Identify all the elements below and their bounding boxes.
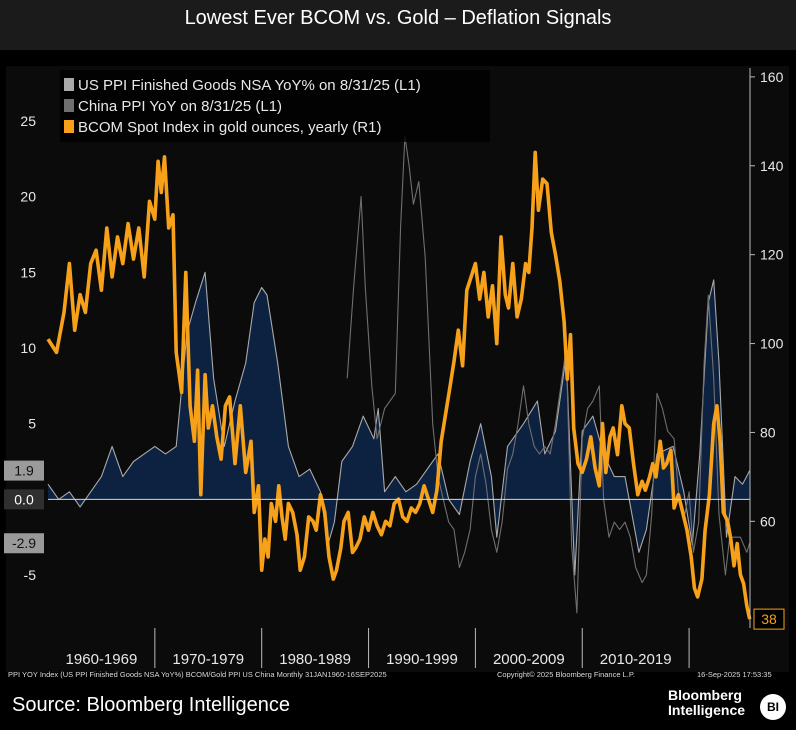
value-tag-label: -2.9 bbox=[12, 535, 36, 551]
legend-swatch bbox=[64, 78, 74, 91]
footer-meta: PPI YOY Index (US PPI Finished Goods NSA… bbox=[8, 670, 387, 679]
series-line-2 bbox=[46, 150, 752, 620]
right-tick-label: 120 bbox=[760, 247, 784, 263]
left-tick-label: 20 bbox=[20, 189, 36, 205]
right-tick-label: 80 bbox=[760, 424, 776, 440]
legend-box bbox=[60, 70, 490, 142]
brand-logo: Bloomberg Intelligence bbox=[668, 688, 745, 718]
brand-line2: Intelligence bbox=[668, 702, 746, 718]
x-tick-label: 1990-1999 bbox=[386, 651, 458, 668]
value-tag-box bbox=[4, 533, 44, 554]
brand-line1: Bloomberg bbox=[668, 687, 742, 703]
left-tick-label: 10 bbox=[20, 340, 36, 356]
source-label: Source: Bloomberg Intelligence bbox=[12, 694, 290, 716]
right-tick-label: 140 bbox=[760, 158, 784, 174]
legend-swatch bbox=[64, 120, 74, 133]
legend-label: China PPI YoY on 8/31/25 (L1) bbox=[78, 98, 282, 115]
value-tag-label: 38 bbox=[761, 611, 777, 627]
value-tags: 1.9 0.0 -2.9 38 bbox=[4, 460, 785, 630]
left-tick-label: -5 bbox=[24, 567, 37, 583]
x-tick-label: 1970-1979 bbox=[172, 651, 244, 668]
right-tick-label: 60 bbox=[760, 513, 776, 529]
page-title: Lowest Ever BCOM vs. Gold – Deflation Si… bbox=[0, 0, 796, 50]
legend-label: US PPI Finished Goods NSA YoY% on 8/31/2… bbox=[78, 77, 421, 94]
legend-label: BCOM Spot Index in gold ounces, yearly (… bbox=[78, 119, 381, 136]
x-tick-label: 2000-2009 bbox=[493, 651, 565, 668]
value-tag-label: 1.9 bbox=[14, 463, 34, 479]
axes: -5 5 10 15 20 25 60 80 100 120 140 160 1960-1969 1970… bbox=[20, 68, 784, 668]
left-tick-label: 25 bbox=[20, 113, 36, 129]
left-tick-label: 15 bbox=[20, 264, 36, 280]
legend-swatch bbox=[64, 99, 74, 112]
series-line-0 bbox=[47, 271, 751, 576]
x-tick-label: 1960-1969 bbox=[66, 651, 138, 668]
right-tick-label: 100 bbox=[760, 336, 784, 352]
value-tag-box bbox=[4, 460, 44, 481]
left-tick-label: 5 bbox=[28, 416, 36, 432]
right-tick-label: 160 bbox=[760, 69, 784, 85]
footer-timestamp: 16-Sep-2025 17:53:35 bbox=[697, 670, 772, 679]
x-tick-label: 1980-1989 bbox=[279, 651, 351, 668]
x-tick-label: 2010-2019 bbox=[600, 651, 672, 668]
value-tag-box bbox=[4, 489, 44, 510]
chart-frame bbox=[6, 66, 789, 672]
value-tag-box bbox=[753, 608, 785, 630]
footer-copyright: Copyright© 2025 Bloomberg Finance L.P. bbox=[497, 670, 635, 679]
legend: US PPI Finished Goods NSA YoY% on 8/31/2… bbox=[60, 70, 490, 142]
brand-badge-icon: BI bbox=[760, 694, 786, 720]
value-tag-label: 0.0 bbox=[14, 491, 34, 507]
